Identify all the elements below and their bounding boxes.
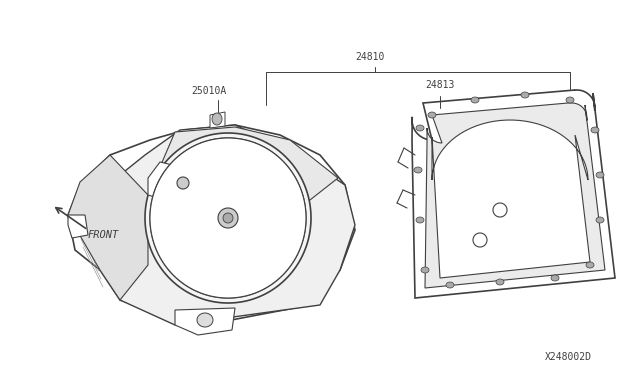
Polygon shape <box>150 138 306 298</box>
Polygon shape <box>210 112 225 128</box>
Text: 25010A: 25010A <box>191 86 227 96</box>
Polygon shape <box>148 162 205 210</box>
Polygon shape <box>521 92 529 98</box>
Polygon shape <box>425 103 605 288</box>
Text: FRONT: FRONT <box>88 230 119 240</box>
Polygon shape <box>197 313 213 327</box>
Polygon shape <box>68 155 148 300</box>
Polygon shape <box>428 112 436 118</box>
Polygon shape <box>496 279 504 285</box>
Polygon shape <box>493 203 507 217</box>
Polygon shape <box>432 120 590 278</box>
Polygon shape <box>177 177 189 189</box>
Polygon shape <box>551 275 559 281</box>
Polygon shape <box>148 127 338 210</box>
Polygon shape <box>471 97 479 103</box>
Polygon shape <box>473 233 487 247</box>
Polygon shape <box>566 97 574 103</box>
Polygon shape <box>212 113 222 125</box>
Polygon shape <box>416 217 424 223</box>
Polygon shape <box>218 208 238 228</box>
Polygon shape <box>150 138 306 298</box>
Polygon shape <box>223 213 233 223</box>
Text: 24810: 24810 <box>355 52 385 62</box>
Polygon shape <box>446 282 454 288</box>
Polygon shape <box>412 90 615 298</box>
Polygon shape <box>145 133 311 303</box>
Text: X248002D: X248002D <box>545 352 592 362</box>
Polygon shape <box>596 217 604 223</box>
Polygon shape <box>175 308 235 335</box>
Polygon shape <box>416 125 424 131</box>
Polygon shape <box>414 167 422 173</box>
Polygon shape <box>596 172 604 178</box>
Polygon shape <box>586 262 594 268</box>
Polygon shape <box>120 125 355 325</box>
Polygon shape <box>591 127 599 133</box>
Polygon shape <box>68 125 355 325</box>
Polygon shape <box>421 267 429 273</box>
Text: 24813: 24813 <box>425 80 454 90</box>
Polygon shape <box>68 215 88 238</box>
